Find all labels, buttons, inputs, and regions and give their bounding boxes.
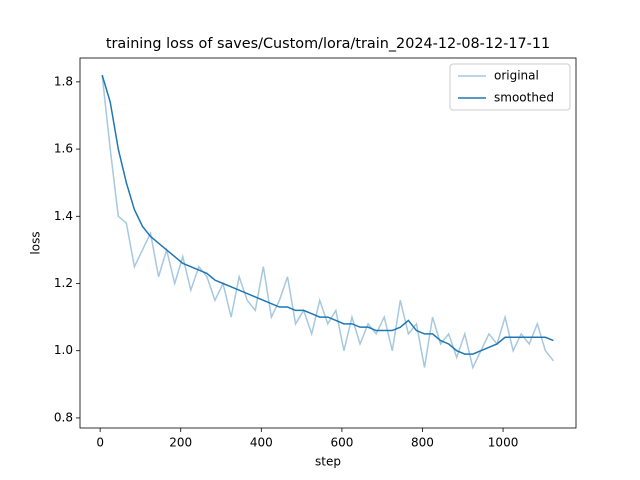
legend-label: original [494, 69, 539, 83]
y-tick-label: 1.6 [54, 142, 73, 156]
y-tick-label: 1.4 [54, 209, 73, 223]
x-tick-label: 1000 [488, 436, 519, 450]
chart-title: training loss of saves/Custom/lora/train… [106, 36, 550, 52]
y-tick-label: 1.0 [54, 343, 73, 357]
x-tick-label: 600 [330, 436, 353, 450]
x-axis-label: step [315, 455, 341, 469]
x-tick-label: 0 [96, 436, 104, 450]
line-series [101, 74, 554, 355]
y-axis-label: loss [29, 231, 43, 254]
legend-label: smoothed [494, 91, 554, 105]
y-tick-label: 0.8 [54, 410, 73, 424]
line-series [101, 75, 555, 370]
x-tick-label: 200 [169, 436, 192, 450]
x-tick-label: 800 [411, 436, 434, 450]
y-tick-label: 1.2 [54, 276, 73, 290]
plot-frame [79, 57, 577, 429]
y-tick-label: 1.8 [54, 74, 73, 88]
x-tick-label: 400 [250, 436, 273, 450]
